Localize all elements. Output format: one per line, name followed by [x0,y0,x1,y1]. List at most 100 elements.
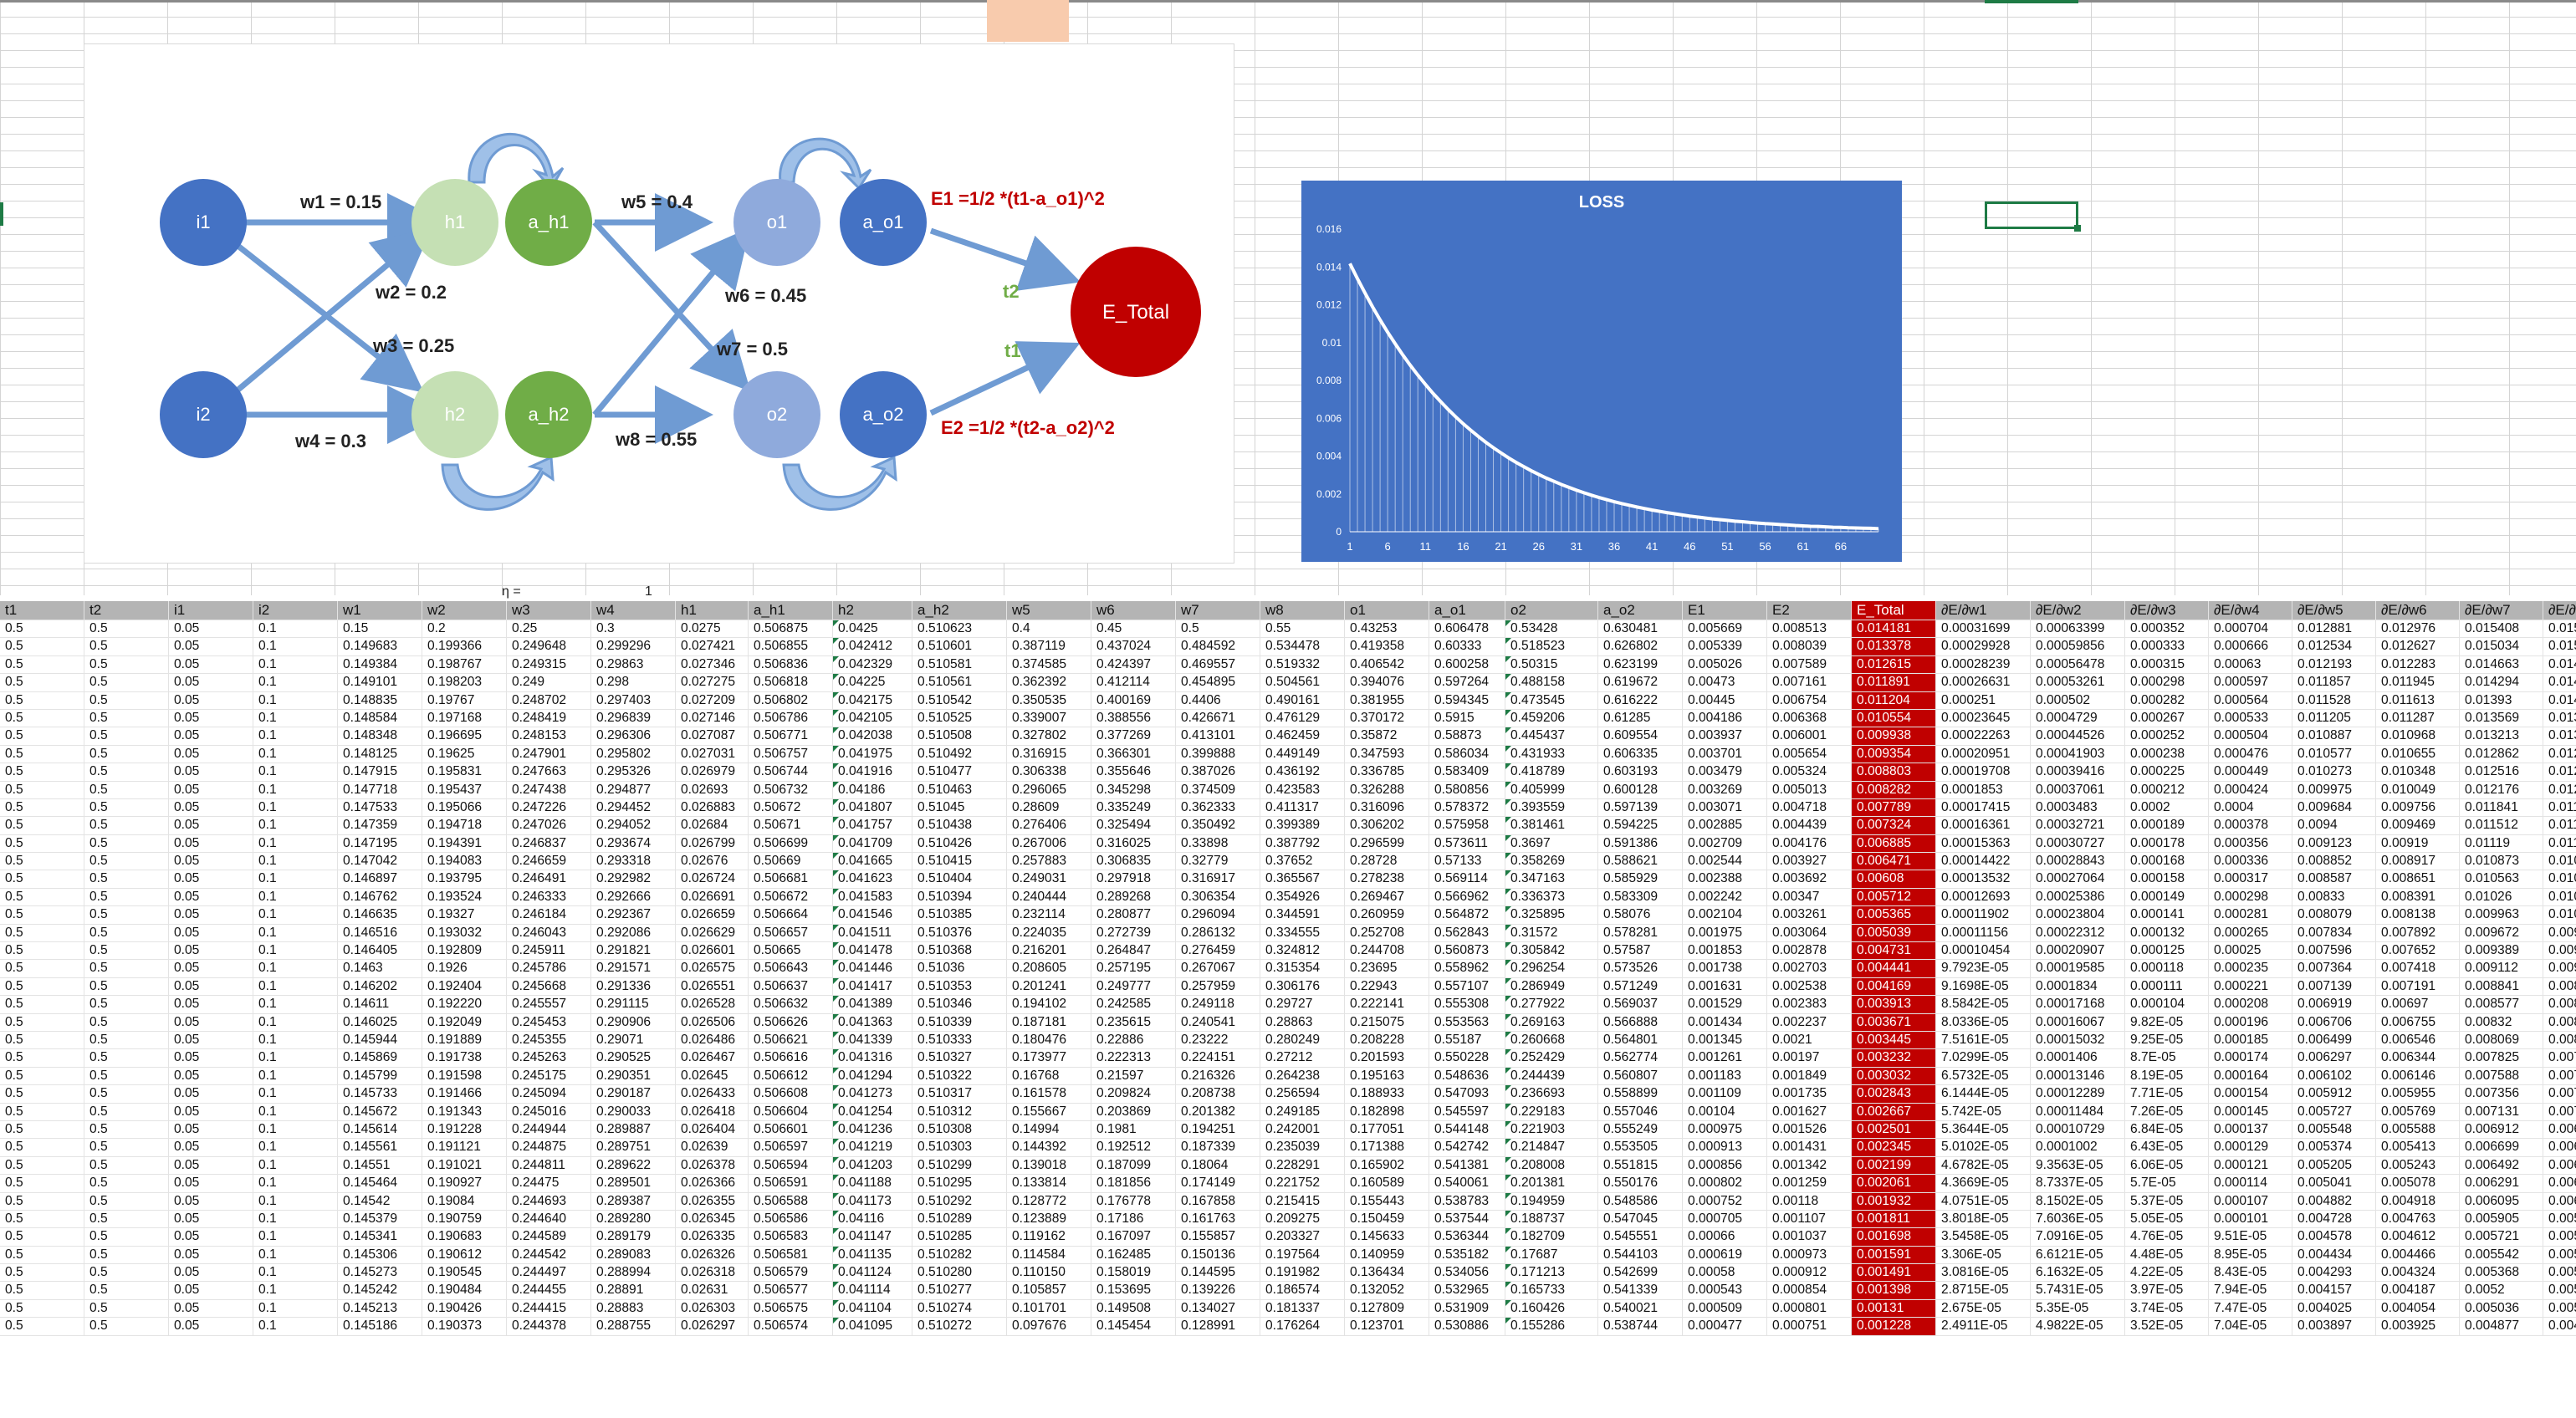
table-cell[interactable]: 0.000975 [1683,1120,1767,1139]
table-cell[interactable]: 0.1 [253,1228,338,1246]
table-cell[interactable]: 0.201381 [1505,1175,1598,1192]
table-cell[interactable]: 0.388556 [1091,709,1176,727]
table-cell[interactable]: 0.289751 [591,1139,676,1156]
table-cell[interactable]: 0.5 [84,1120,169,1139]
table-cell[interactable]: 0.00014422 [1936,853,2031,870]
table-cell[interactable]: 0.00010729 [2031,1120,2125,1139]
table-cell[interactable]: 0.228291 [1260,1156,1345,1175]
table-cell[interactable]: 0.00058 [1683,1264,1767,1282]
table-cell[interactable]: 0.001107 [1767,1210,1852,1228]
table-cell[interactable]: 0.1 [253,638,338,655]
column-header[interactable]: h2 [833,601,912,620]
table-cell[interactable]: 0.177051 [1345,1120,1429,1139]
table-cell[interactable]: 0.003445 [1852,1031,1936,1049]
table-cell[interactable]: 0.026799 [676,834,749,853]
neural-network-diagram[interactable]: i1 i2 h1 a_h1 h2 a_h2 o1 a_o1 o2 a_o2 E_… [84,43,1234,564]
table-cell[interactable]: 0.215415 [1260,1192,1345,1210]
table-cell[interactable]: 0.145341 [338,1228,422,1246]
table-cell[interactable]: 0.05 [169,1175,253,1192]
table-cell[interactable]: 0.002104 [1683,906,1767,924]
table-cell[interactable]: 0.510339 [912,1013,1007,1031]
table-cell[interactable]: 0.000125 [2125,942,2209,960]
column-header[interactable]: w8 [1260,601,1345,620]
table-cell[interactable]: 0.626802 [1598,638,1683,655]
table-cell[interactable]: 0.594345 [1429,691,1505,709]
table-cell[interactable]: 0.00011156 [1936,924,2031,942]
table-cell[interactable]: 0.004578 [2292,1228,2376,1246]
table-cell[interactable]: 0.5 [0,727,84,745]
table-cell[interactable]: 0.00063399 [2031,620,2125,638]
table-cell[interactable]: 0.005948 [2543,1211,2576,1227]
table-cell[interactable]: 0.005582 [2543,1247,2576,1263]
table-cell[interactable]: 0.0001002 [2031,1139,2125,1156]
column-header[interactable]: ∂E/∂w6 [2376,601,2460,620]
table-cell[interactable]: 0.358269 [1505,853,1598,870]
table-cell[interactable]: 0.5 [84,745,169,763]
table-cell[interactable]: 0.506771 [749,727,833,745]
column-header[interactable]: w4 [591,601,676,620]
table-cell[interactable]: 0.05 [169,709,253,727]
table-cell[interactable]: 0.469557 [1176,655,1260,674]
table-cell[interactable]: 0.5 [0,620,84,638]
table-cell[interactable]: 0.003261 [1767,906,1852,924]
table-cell[interactable]: 0.006919 [2292,996,2376,1013]
table-cell[interactable]: 0.5 [0,960,84,977]
table-cell[interactable]: 0.147359 [338,817,422,834]
table-cell[interactable]: 0.57133 [1429,853,1505,870]
table-cell[interactable]: 0.201241 [1007,977,1091,996]
table-cell[interactable]: 0.45 [1091,620,1176,638]
table-cell[interactable]: 0.194102 [1007,996,1091,1013]
table-cell[interactable]: 0.001627 [1767,1103,1852,1120]
table-cell[interactable]: 0.201593 [1345,1049,1429,1067]
table-cell[interactable]: 0.506594 [749,1156,833,1175]
table-cell[interactable]: 0.5 [0,1156,84,1175]
table-cell[interactable]: 0.5 [1176,620,1260,638]
table-cell[interactable]: 0.532965 [1429,1282,1505,1299]
table-cell[interactable]: 0.506818 [749,674,833,691]
table-cell[interactable]: 0.000533 [2209,709,2292,727]
table-cell[interactable]: 0.19625 [422,745,507,763]
table-cell[interactable]: 0.00022263 [1936,727,2031,745]
table-cell[interactable]: 0.235615 [1091,1013,1176,1031]
table-cell[interactable]: 0.008138 [2376,906,2460,924]
table-cell[interactable]: 6.84E-05 [2125,1120,2209,1139]
table-cell[interactable]: 0.007364 [2292,960,2376,977]
table-cell[interactable]: 0.195437 [422,781,507,798]
column-header[interactable]: ∂E/∂w3 [2125,601,2209,620]
table-cell[interactable]: 0.190484 [422,1282,507,1299]
table-cell[interactable]: 0.176778 [1091,1192,1176,1210]
table-cell[interactable]: 0.026355 [676,1192,749,1210]
table-cell[interactable]: 0.1 [253,817,338,834]
table-cell[interactable]: 0.041173 [833,1192,912,1210]
table-cell[interactable]: 0.1 [253,763,338,781]
table-cell[interactable]: 0.007643 [2543,1068,2576,1084]
table-cell[interactable]: 0.000619 [1683,1246,1767,1264]
table-cell[interactable]: 0.0001406 [2031,1049,2125,1067]
column-header[interactable]: t2 [84,601,169,620]
table-cell[interactable]: 0.198767 [422,655,507,674]
table-cell[interactable]: 3.306E-05 [1936,1246,2031,1264]
table-cell[interactable]: 0.573526 [1598,960,1683,977]
table-cell[interactable]: 0.008906 [2543,978,2576,995]
table-cell[interactable]: 0.35872 [1345,727,1429,745]
table-cell[interactable]: 0.000132 [2125,924,2209,942]
table-cell[interactable]: 7.71E-05 [2125,1085,2209,1103]
table-cell[interactable]: 0.000137 [2209,1120,2292,1139]
table-cell[interactable]: 0.009756 [2376,798,2460,817]
table-cell[interactable]: 0.133814 [1007,1175,1091,1192]
table-cell[interactable]: 0.431933 [1505,745,1598,763]
table-cell[interactable]: 0.5915 [1429,709,1505,727]
table-cell[interactable]: 0.399389 [1260,817,1345,834]
table-cell[interactable]: 0.246491 [507,870,591,888]
table-cell[interactable]: 0.510561 [912,674,1007,691]
table-cell[interactable]: 0.009743 [2543,925,2576,941]
table-cell[interactable]: 0.005721 [2460,1228,2543,1246]
table-cell[interactable]: 0.006471 [1852,853,1936,870]
table-cell[interactable]: 0.007892 [2376,924,2460,942]
table-cell[interactable]: 0.026326 [676,1246,749,1264]
table-cell[interactable]: 0.05 [169,1264,253,1282]
table-cell[interactable]: 0.192220 [422,996,507,1013]
table-cell[interactable]: 0.02693 [676,781,749,798]
table-cell[interactable]: 0.245263 [507,1049,591,1067]
table-cell[interactable]: 0.14551 [338,1156,422,1175]
